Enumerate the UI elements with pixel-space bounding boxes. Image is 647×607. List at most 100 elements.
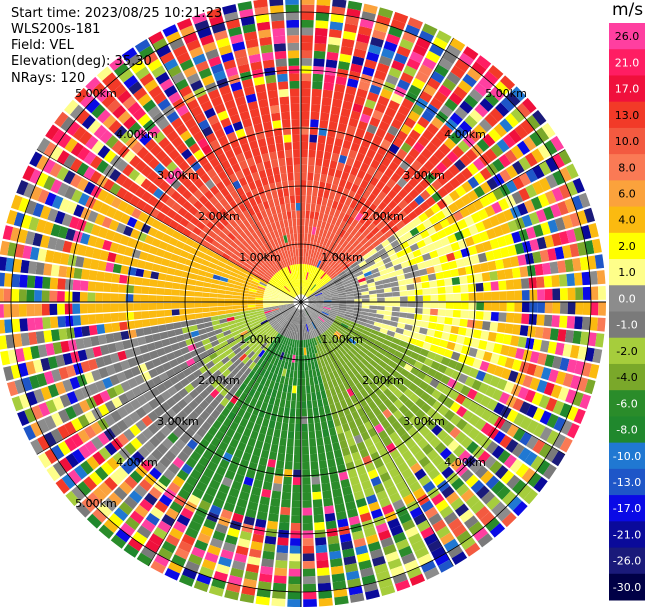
ray-gate [261, 153, 270, 163]
ray-gate [301, 27, 314, 36]
ray-gate [118, 303, 126, 312]
ray-gate [97, 260, 107, 271]
ray-gate [480, 262, 490, 273]
ray-gate [410, 351, 420, 361]
ray-gate [360, 431, 371, 441]
ray-gate [496, 485, 511, 501]
ray-gate [327, 44, 340, 54]
ray-gate [410, 331, 419, 339]
ray-gate [292, 308, 297, 315]
ray-gate [493, 402, 505, 415]
ray-gate [363, 240, 372, 249]
ray-gate [258, 315, 267, 321]
ray-gate [201, 302, 210, 308]
ray-gate [336, 162, 345, 172]
ray-gate [272, 275, 280, 282]
ray-gate [281, 288, 289, 294]
ray-gate [317, 582, 332, 592]
ray-gate [312, 287, 320, 293]
colorbar-segment [609, 127, 645, 155]
ray-gate [496, 212, 507, 225]
ray-gate [392, 499, 405, 511]
ray-gate [499, 169, 512, 183]
ray-gate [194, 307, 203, 314]
ray-gate [544, 190, 557, 205]
ray-gate [591, 238, 602, 254]
ray-gate [319, 342, 326, 351]
ray-gate [293, 461, 301, 470]
ray-gate [338, 307, 347, 312]
ray-gate [227, 363, 237, 373]
ray-gate [180, 25, 196, 38]
ray-gate [263, 306, 272, 310]
ray-gate [171, 71, 186, 85]
ray-gate [241, 332, 250, 340]
ray-gate [450, 414, 462, 426]
ray-gate [171, 403, 183, 415]
ray-gate [329, 354, 336, 363]
ray-gate [204, 81, 218, 94]
ray-gate [161, 124, 175, 137]
ray-gate [220, 217, 229, 227]
ray-gate [248, 288, 257, 293]
ray-gate [477, 450, 491, 464]
ray-gate [265, 191, 273, 201]
ray-gate [402, 31, 417, 44]
ray-gate [134, 186, 146, 199]
ray-gate [314, 259, 320, 268]
ray-gate [340, 147, 350, 157]
ray-gate [488, 64, 504, 80]
ray-gate [60, 253, 70, 266]
ray-gate [91, 407, 103, 421]
ray-gate [242, 316, 251, 321]
ray-gate [225, 381, 234, 391]
ray-gate [247, 437, 257, 448]
ray-gate [496, 236, 507, 248]
ray-gate [259, 266, 267, 274]
ray-gate [205, 132, 217, 144]
ray-gate [97, 145, 111, 159]
ray-gate [179, 250, 190, 259]
ray-gate [302, 545, 315, 554]
ray-gate [164, 450, 177, 462]
ray-gate [373, 386, 383, 397]
ray-gate [239, 110, 251, 121]
ray-gate [489, 238, 500, 250]
ray-gate [402, 205, 413, 215]
ray-gate [233, 311, 242, 317]
ray-gate [282, 484, 292, 493]
ray-gate [368, 213, 377, 223]
ray-gate [75, 338, 85, 350]
ray-gate [320, 312, 329, 318]
ray-gate [43, 431, 57, 447]
ray-gate [291, 393, 297, 401]
ray-gate [83, 221, 94, 234]
ray-gate [252, 533, 265, 543]
ray-gate [199, 389, 210, 400]
ray-gate [156, 287, 165, 295]
ray-gate [429, 287, 439, 295]
ray-gate [518, 156, 532, 171]
colorbar-tick-label: 13.0 [615, 109, 640, 122]
ray-gate [78, 130, 93, 146]
ray-gate [217, 516, 231, 527]
ray-gate [291, 289, 297, 297]
ray-gate [155, 71, 170, 85]
ray-gate [189, 349, 200, 358]
ray-gate [267, 269, 274, 277]
ray-gate [110, 283, 119, 293]
ray-gate [179, 217, 190, 228]
ray-gate [347, 271, 356, 278]
ray-gate [380, 584, 396, 597]
ray-gate [394, 579, 411, 592]
ray-gate [323, 82, 334, 91]
ray-gate [253, 526, 266, 536]
ray-gate [476, 292, 484, 301]
ray-gate [235, 370, 244, 380]
ray-gate [276, 262, 282, 271]
ray-gate [314, 336, 320, 345]
ray-gate [446, 151, 459, 164]
ray-gate [268, 420, 276, 429]
ray-gate [363, 131, 375, 142]
ray-gate [204, 394, 215, 404]
